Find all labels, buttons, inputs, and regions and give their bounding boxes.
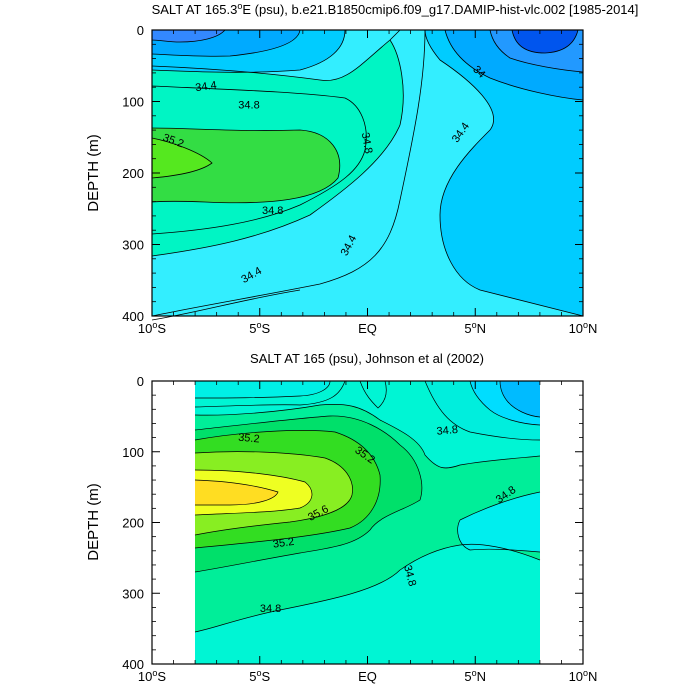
contour-label: 34.8 bbox=[260, 603, 281, 615]
top-band-34.0-34.4-right bbox=[425, 30, 583, 316]
y-tick-label: 100 bbox=[122, 95, 144, 110]
y-tick-label: 400 bbox=[122, 657, 144, 672]
y-tick-label: 300 bbox=[122, 238, 144, 253]
x-tick-label: 5oS bbox=[249, 668, 270, 684]
svg-text:34.8: 34.8 bbox=[262, 205, 283, 217]
svg-text:34.8: 34.8 bbox=[436, 424, 458, 438]
contour-label: 35.2 bbox=[238, 432, 260, 446]
contour-label: 34.8 bbox=[359, 132, 375, 155]
top-title: SALT AT 165.3oE (psu), b.e21.B1850cmip6.… bbox=[152, 1, 639, 17]
svg-text:34.8: 34.8 bbox=[359, 132, 375, 155]
y-tick-label: 200 bbox=[122, 516, 144, 531]
y-tick-label: 400 bbox=[122, 309, 144, 324]
x-tick-label: 5oN bbox=[464, 320, 486, 336]
svg-text:34.8: 34.8 bbox=[238, 99, 259, 111]
y-tick-label: 300 bbox=[122, 586, 144, 601]
bottom-ylabel: DEPTH (m) bbox=[85, 483, 102, 561]
x-tick-label: EQ bbox=[358, 321, 377, 336]
bottom-band-35.8 bbox=[195, 480, 278, 505]
contour-label: 34.8 bbox=[436, 424, 458, 438]
x-tick-label: 10oS bbox=[138, 320, 166, 336]
x-tick-label: 10oS bbox=[138, 668, 166, 684]
x-tick-label: 10oN bbox=[569, 668, 598, 684]
top-band-35.4 bbox=[152, 138, 212, 178]
top-panel: SALT AT 165.3oE (psu), b.e21.B1850cmip6.… bbox=[85, 1, 638, 336]
x-tick-label: EQ bbox=[358, 669, 377, 684]
bottom-band-surface-left bbox=[195, 381, 330, 398]
top-contour-lines bbox=[151, 29, 584, 321]
bottom-panel: SALT AT 165 (psu), Johnson et al (2002) bbox=[85, 351, 597, 684]
top-band-35.2 bbox=[152, 128, 340, 203]
x-tick-label: 5oN bbox=[464, 668, 486, 684]
svg-text:35.2: 35.2 bbox=[272, 536, 295, 551]
svg-text:34.8: 34.8 bbox=[260, 603, 281, 615]
x-tick-label: 5oS bbox=[249, 320, 270, 336]
bottom-band-34.4-34.6-low bbox=[457, 492, 540, 552]
top-ylabel: DEPTH (m) bbox=[85, 134, 102, 212]
contour-label: 34.8 bbox=[262, 205, 283, 217]
bottom-title: SALT AT 165 (psu), Johnson et al (2002) bbox=[250, 351, 484, 366]
svg-text:34.8: 34.8 bbox=[401, 564, 418, 588]
x-tick-label: 10oN bbox=[569, 320, 598, 336]
bottom-contour-lines bbox=[194, 380, 541, 633]
bottom-axis-ticks: 10oS 5oS EQ 5oN 10oN 0 100 200 300 400 bbox=[122, 374, 597, 684]
y-tick-label: 100 bbox=[122, 445, 144, 460]
svg-text:35.2: 35.2 bbox=[238, 432, 260, 446]
contour-label: 34.8 bbox=[401, 564, 418, 588]
top-salinity-fill bbox=[152, 30, 583, 316]
contour-label: 35.2 bbox=[272, 536, 295, 551]
contour-label: 34.4 bbox=[195, 79, 218, 94]
top-axis-ticks: 10oS 5oS EQ 5oN 10oN 0 100 200 300 400 bbox=[122, 23, 597, 336]
y-tick-label: 200 bbox=[122, 166, 144, 181]
bottom-salinity-fill bbox=[195, 381, 540, 664]
top-band-33.0-right bbox=[512, 30, 578, 53]
contour-label: 34.8 bbox=[238, 99, 259, 111]
svg-text:34.4: 34.4 bbox=[195, 79, 218, 94]
y-tick-label: 0 bbox=[137, 374, 144, 389]
bottom-band-34.0-34.2 bbox=[500, 381, 540, 417]
y-tick-label: 0 bbox=[137, 23, 144, 38]
